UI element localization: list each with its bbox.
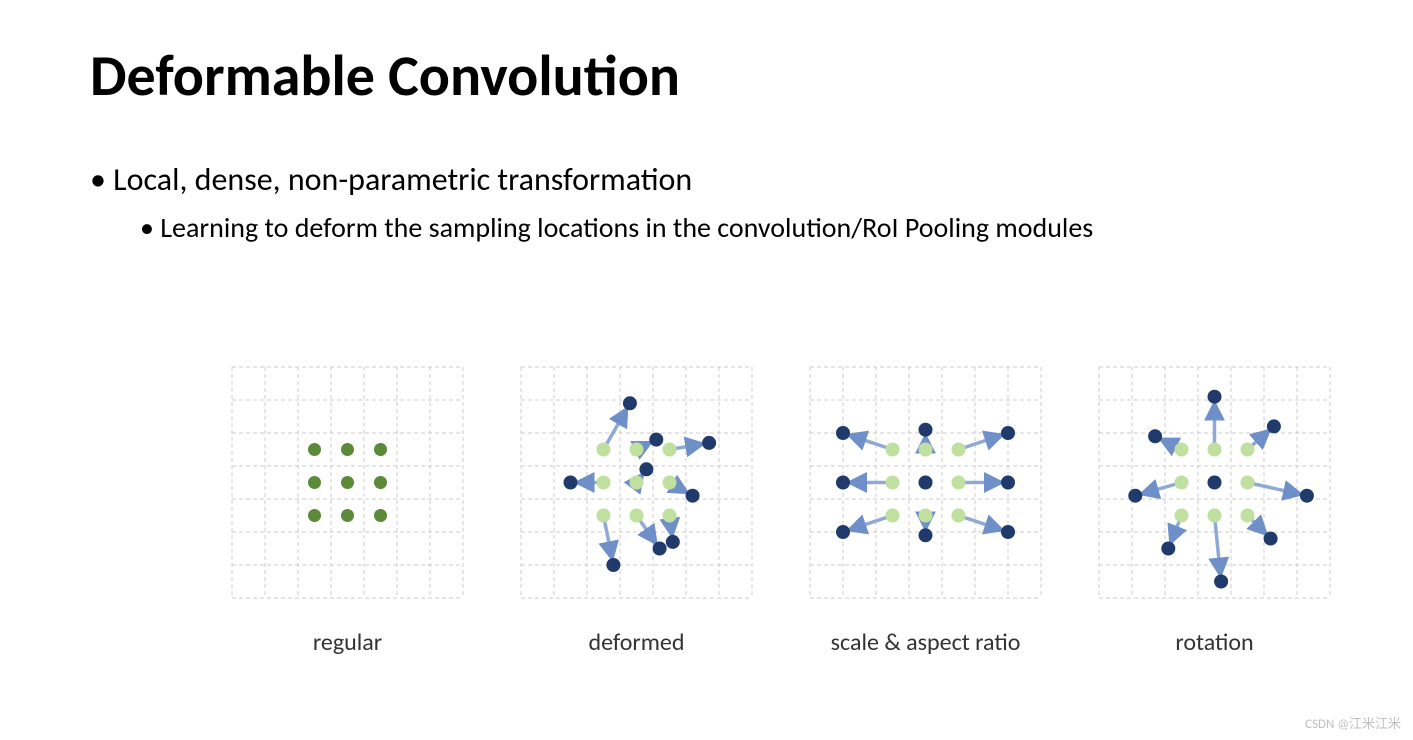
panel-label-regular: regular bbox=[313, 628, 382, 657]
grid-rotation bbox=[1087, 355, 1342, 610]
panel-regular: regular bbox=[220, 355, 475, 657]
slide-title: Deformable Convolution bbox=[90, 40, 680, 111]
panel-label-scale: scale & aspect ratio bbox=[831, 628, 1021, 657]
diagram-panels: regular deformed scale & aspect ratio ro… bbox=[220, 355, 1342, 657]
watermark: CSDN @江米江米 bbox=[1305, 713, 1401, 732]
panel-label-deformed: deformed bbox=[589, 628, 685, 657]
bullet-1: Local, dense, non-parametric transformat… bbox=[90, 160, 692, 199]
grid-scale bbox=[798, 355, 1053, 610]
bullet-2: Learning to deform the sampling location… bbox=[140, 210, 1093, 245]
grid-deformed bbox=[509, 355, 764, 610]
panel-scale: scale & aspect ratio bbox=[798, 355, 1053, 657]
panel-label-rotation: rotation bbox=[1175, 628, 1253, 657]
panel-deformed: deformed bbox=[509, 355, 764, 657]
grid-regular bbox=[220, 355, 475, 610]
panel-rotation: rotation bbox=[1087, 355, 1342, 657]
